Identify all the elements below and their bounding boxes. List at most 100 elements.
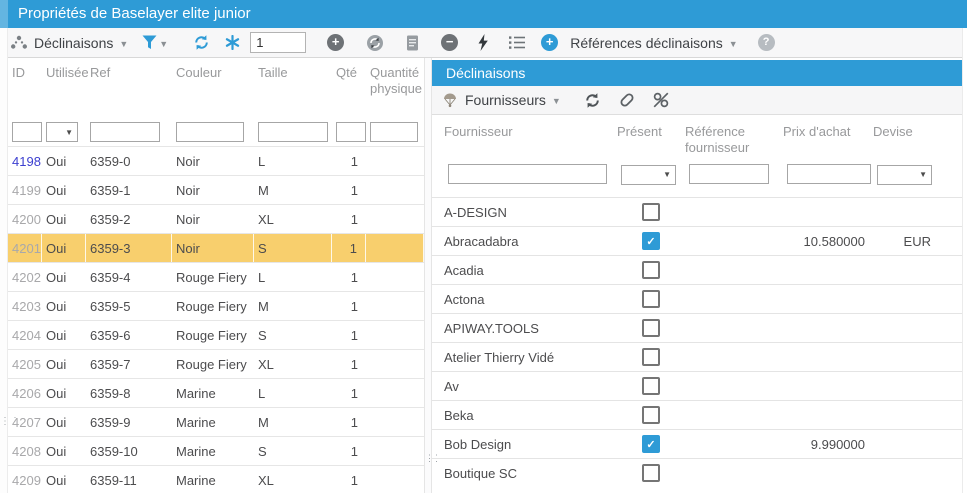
filter-utilisee-select[interactable]: ▼ [46, 122, 78, 143]
filter-reference-input[interactable] [689, 164, 769, 184]
unlink-button[interactable] [653, 92, 669, 108]
present-checkbox[interactable] [642, 406, 660, 424]
column-header[interactable]: Utilisée [46, 65, 89, 80]
record-index-input[interactable] [250, 32, 307, 53]
add-circle-button[interactable]: + [327, 34, 345, 51]
cell-qte: 1 [350, 327, 358, 343]
document-button[interactable] [406, 35, 419, 51]
column-header[interactable]: Couleur [176, 65, 222, 80]
cell-qte-physique [366, 205, 424, 233]
cell-ref: 6359-7 [90, 356, 131, 372]
cell-reference-fournisseur [685, 430, 783, 458]
filter-fournisseur-input[interactable] [448, 164, 607, 184]
table-row[interactable]: 4207 Oui 6359-9 Marine M 1 [8, 407, 424, 436]
fournisseurs-menu-button[interactable]: Fournisseurs ▼ [442, 92, 569, 108]
dropdown-arrow-icon: ▼ [65, 127, 73, 137]
filter-devise-select[interactable]: ▼ [877, 164, 932, 185]
present-checkbox[interactable] [642, 377, 660, 395]
table-row[interactable]: 4202 Oui 6359-4 Rouge Fiery L 1 [8, 262, 424, 291]
present-checkbox[interactable]: ✓ [642, 232, 660, 250]
filter-qte-input[interactable] [336, 122, 366, 142]
column-header[interactable]: Devise [873, 124, 913, 139]
caret-down-icon: ▼ [551, 96, 561, 106]
cell-fournisseur: Av [444, 378, 459, 394]
filter-ref-input[interactable] [90, 122, 160, 142]
remove-circle-button[interactable]: − [441, 34, 459, 51]
numbered-list-button[interactable] [508, 35, 526, 50]
cell-ref: 6359-1 [90, 182, 131, 198]
table-row[interactable]: Acadia [432, 255, 962, 284]
present-checkbox[interactable] [642, 290, 660, 308]
cell-qte-physique [366, 234, 424, 262]
panel-splitter[interactable] [424, 58, 432, 493]
link-button[interactable] [619, 92, 635, 108]
cell-taille: XL [258, 472, 274, 488]
table-row[interactable]: Abracadabra ✓ 10.580000 EUR [432, 226, 962, 255]
refresh-button[interactable] [584, 92, 601, 109]
cell-reference-fournisseur [685, 256, 783, 284]
present-checkbox[interactable] [642, 348, 660, 366]
table-row[interactable]: 4201 Oui 6359-3 Noir S 1 [8, 233, 424, 262]
column-header[interactable]: Ref [90, 65, 111, 80]
table-row[interactable]: A-DESIGN [432, 197, 962, 226]
right-gutter [962, 28, 967, 493]
present-checkbox[interactable] [642, 261, 660, 279]
present-checkbox[interactable] [642, 319, 660, 337]
refresh-button[interactable] [193, 34, 210, 51]
cell-prix-achat [783, 401, 873, 429]
column-header[interactable]: Présent [617, 124, 662, 139]
help-icon[interactable]: ? [757, 34, 775, 51]
refresh-icon [584, 92, 601, 109]
present-checkbox[interactable]: ✓ [642, 435, 660, 453]
filter-qte-physique-input[interactable] [370, 122, 418, 142]
filter-prix-input[interactable] [787, 164, 871, 184]
table-row[interactable]: Boutique SC [432, 458, 962, 487]
cell-couleur: Marine [176, 414, 216, 430]
table-row[interactable]: 4204 Oui 6359-6 Rouge Fiery S 1 [8, 320, 424, 349]
cell-ref: 6359-8 [90, 385, 131, 401]
filter-couleur-input[interactable] [176, 122, 244, 142]
table-row[interactable]: 4199 Oui 6359-1 Noir M 1 [8, 175, 424, 204]
lightning-button[interactable] [477, 34, 489, 51]
cell-taille: L [258, 153, 266, 169]
filter-cell [366, 122, 424, 142]
entity-menu-button[interactable]: Déclinaisons ▼ [10, 35, 136, 51]
title-bar-accent [0, 0, 8, 28]
table-row[interactable]: 4200 Oui 6359-2 Noir XL 1 [8, 204, 424, 233]
table-row[interactable]: Bob Design ✓ 9.990000 [432, 429, 962, 458]
table-row[interactable]: 4198 Oui 6359-0 Noir L 1 [8, 146, 424, 175]
present-checkbox[interactable] [642, 464, 660, 482]
column-header[interactable]: Quantité physique [370, 65, 423, 96]
cell-utilisee: Oui [46, 356, 67, 372]
asterisk-button[interactable] [225, 35, 240, 50]
table-row[interactable]: 4205 Oui 6359-7 Rouge Fiery XL 1 [8, 349, 424, 378]
filter-taille-input[interactable] [258, 122, 328, 142]
present-checkbox[interactable] [642, 203, 660, 221]
sync-button[interactable] [366, 34, 384, 52]
column-header[interactable]: Taille [258, 65, 288, 80]
cell-present [617, 343, 685, 371]
column-header[interactable]: ID [12, 65, 25, 80]
table-row[interactable]: Actona [432, 284, 962, 313]
add-references-button[interactable]: + Références déclinaisons ▼ [537, 34, 745, 51]
filter-button[interactable]: ▼ [142, 35, 176, 50]
filter-id-input[interactable] [12, 122, 42, 142]
cell-reference-fournisseur [685, 343, 783, 371]
table-row[interactable]: Atelier Thierry Vidé [432, 342, 962, 371]
table-row[interactable]: 4206 Oui 6359-8 Marine L 1 [8, 378, 424, 407]
column-header[interactable]: Référence fournisseur [685, 124, 750, 155]
left-grid-header: ID Utilisée Ref Couleur Taille Qté Quantité ph… [8, 58, 424, 118]
table-row[interactable]: Beka [432, 400, 962, 429]
table-row[interactable]: APIWAY.TOOLS [432, 313, 962, 342]
cell-prix-achat [783, 459, 873, 487]
table-row[interactable]: 4208 Oui 6359-10 Marine S 1 [8, 436, 424, 465]
table-row[interactable]: 4209 Oui 6359-11 Marine XL 1 [8, 465, 424, 493]
column-header[interactable]: Prix d'achat [783, 124, 851, 139]
filter-present-select[interactable]: ▼ [621, 164, 676, 185]
column-header[interactable]: Fournisseur [444, 124, 513, 139]
cell-present [617, 256, 685, 284]
column-header[interactable]: Qté [336, 65, 357, 80]
table-row[interactable]: Av [432, 371, 962, 400]
table-row[interactable]: 4203 Oui 6359-5 Rouge Fiery M 1 [8, 291, 424, 320]
